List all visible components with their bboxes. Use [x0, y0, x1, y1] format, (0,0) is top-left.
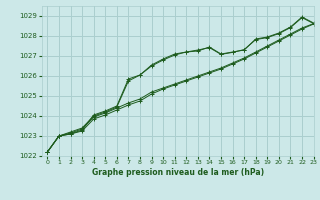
- X-axis label: Graphe pression niveau de la mer (hPa): Graphe pression niveau de la mer (hPa): [92, 168, 264, 177]
